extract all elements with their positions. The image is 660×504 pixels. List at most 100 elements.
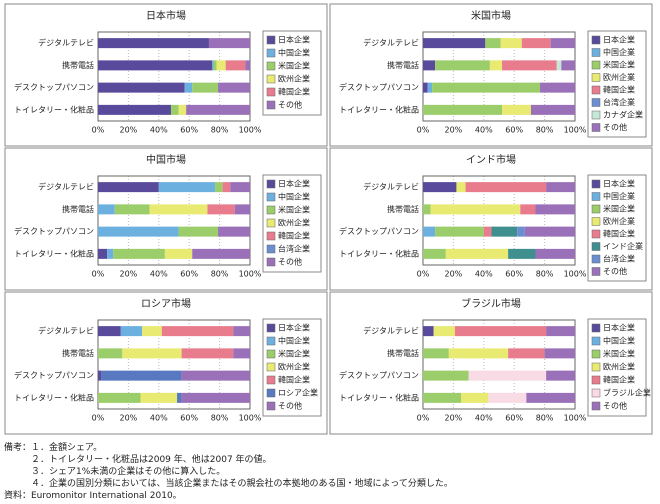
x-tick-label: 100% — [239, 414, 262, 423]
legend-label: 台湾企業 — [603, 254, 635, 264]
legend-swatch — [266, 74, 276, 84]
y-tick-label: トイレタリー・化粧品 — [339, 104, 419, 114]
legend-label: 韓国企業 — [603, 229, 635, 239]
bar-segment — [430, 204, 521, 215]
x-tick-label: 80% — [536, 414, 554, 423]
bar-segment — [540, 82, 575, 93]
note: ４．企業の国別分類においては、当該企業またはその親会社の本拠地のある国・地域によ… — [4, 479, 453, 489]
y-tick-label: トイレタリー・化粧品 — [14, 392, 94, 402]
bar-segment — [218, 226, 250, 237]
bar-segment — [212, 60, 214, 71]
bar-segment — [526, 392, 575, 403]
y-tick-label: デジタルテレビ — [363, 326, 419, 336]
legend-swatch — [266, 244, 276, 254]
x-tick-label: 0% — [92, 414, 105, 423]
y-tick-label: トイレタリー・化粧品 — [339, 248, 419, 258]
legend-swatch — [591, 110, 601, 120]
bar-segment — [186, 104, 250, 115]
legend-label: 欧州企業 — [603, 362, 635, 372]
y-tick-label: 携帯電話 — [387, 60, 419, 70]
bar-segment — [520, 204, 536, 215]
legend-label: 米国企業 — [278, 61, 310, 71]
bar-segment — [433, 326, 455, 337]
y-tick-label: デジタルテレビ — [363, 38, 419, 48]
legend-swatch — [591, 98, 601, 107]
legend-label: 欧州企業 — [278, 218, 310, 228]
bar-segment — [215, 182, 223, 193]
bar-segment — [423, 248, 446, 259]
legend-swatch — [266, 100, 276, 110]
bar-segment — [544, 348, 575, 359]
x-tick-label: 20% — [120, 414, 138, 423]
x-tick-label: 80% — [536, 270, 554, 279]
legend-label: 日本企業 — [603, 323, 635, 333]
legend-label: 韓国企業 — [603, 85, 635, 95]
x-tick-label: 0% — [417, 270, 430, 279]
legend-label: 米国企業 — [603, 60, 635, 70]
x-tick-label: 60% — [180, 126, 198, 135]
bar-segment — [561, 60, 575, 71]
bar-segment — [423, 60, 436, 71]
legend-swatch — [591, 336, 601, 346]
legend-label: 中国企業 — [603, 191, 635, 201]
legend-label: 台湾企業 — [278, 244, 310, 254]
bar-segment — [550, 38, 575, 49]
y-tick-label: デスクトップパソコン — [14, 226, 94, 236]
y-tick-label: デスクトップパソコン — [14, 82, 94, 92]
bar-segment — [233, 348, 250, 359]
legend-swatch — [591, 73, 601, 82]
bar-segment — [170, 104, 179, 115]
bar-segment — [192, 248, 250, 259]
bar-segment — [208, 38, 250, 49]
bar-segment — [192, 82, 219, 93]
legend-swatch — [591, 401, 601, 411]
x-tick-label: 100% — [564, 270, 587, 279]
legend-label: 日本企業 — [278, 323, 310, 333]
bar-segment — [181, 370, 250, 381]
legend-label: カナダ企業 — [603, 110, 643, 120]
x-tick-label: 80% — [211, 270, 229, 279]
y-tick-label: 携帯電話 — [62, 348, 94, 358]
bar-segment — [213, 60, 217, 71]
chart-title: 米国市場 — [471, 9, 511, 22]
bar-segment — [517, 226, 525, 237]
x-tick-label: 60% — [505, 126, 523, 135]
legend-swatch — [591, 362, 601, 372]
bar-segment — [468, 370, 547, 381]
bar-segment — [177, 392, 182, 403]
bar-segment — [546, 326, 575, 337]
bar-segment — [98, 370, 102, 381]
bar-segment — [423, 348, 449, 359]
legend-swatch — [591, 375, 601, 385]
legend-swatch — [591, 254, 601, 264]
legend-label: ロシア企業 — [278, 388, 318, 398]
bar-segment — [502, 104, 531, 115]
bar-segment — [488, 392, 527, 403]
bar-segment — [530, 104, 575, 115]
legend-label: 欧州企業 — [278, 362, 310, 372]
y-tick-label: デジタルテレビ — [38, 38, 94, 48]
legend-label: その他 — [603, 122, 627, 132]
y-tick-label: デジタルテレビ — [38, 326, 94, 336]
bar-segment — [521, 38, 551, 49]
bar-segment — [98, 248, 108, 259]
x-tick-label: 40% — [150, 270, 168, 279]
bar-segment — [454, 326, 547, 337]
bar-segment — [98, 226, 179, 237]
bar-segment — [122, 348, 182, 359]
bar-segment — [546, 182, 575, 193]
legend-swatch — [266, 205, 276, 215]
x-tick-label: 40% — [150, 126, 168, 135]
bar-segment — [120, 326, 143, 337]
bar-segment — [225, 60, 246, 71]
legend-swatch — [591, 388, 601, 398]
bar-segment — [98, 326, 121, 337]
plot-frame — [97, 175, 251, 266]
bar-segment — [107, 248, 114, 259]
legend-label: 中国企業 — [278, 336, 310, 346]
legend-swatch — [266, 48, 276, 58]
bar-segment — [456, 182, 466, 193]
bar-segment — [556, 60, 562, 71]
legend-swatch — [266, 375, 276, 385]
